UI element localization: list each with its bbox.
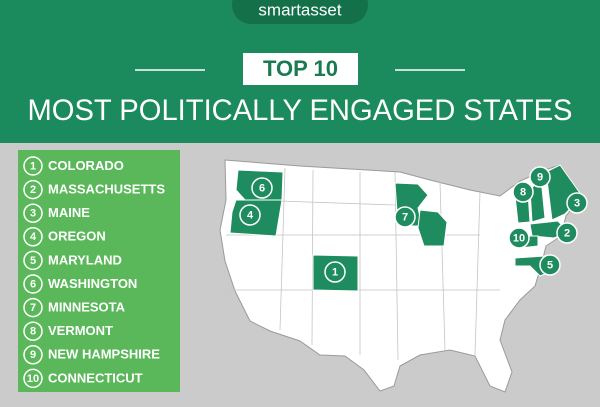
rank: 10 xyxy=(27,373,39,385)
rank-circle xyxy=(23,250,43,271)
map-marker xyxy=(239,204,261,226)
state-name: VERMONT xyxy=(48,323,113,338)
rank-circle xyxy=(23,227,43,247)
map-marker-label: 8 xyxy=(520,186,526,198)
brand-pill xyxy=(232,0,368,24)
map-marker xyxy=(508,227,530,249)
map-marker xyxy=(529,166,551,188)
rank: 8 xyxy=(30,326,36,338)
state-name: MAINE xyxy=(48,205,90,220)
rank-circle xyxy=(23,368,43,389)
state-name: WASHINGTON xyxy=(48,276,137,291)
rank-circle xyxy=(23,179,43,200)
rank-circle xyxy=(23,297,43,318)
rank: 1 xyxy=(30,160,36,172)
state-name: COLORADO xyxy=(48,158,124,173)
badge-box xyxy=(243,53,358,85)
state-name: NEW HAMPSHIRE xyxy=(48,347,160,362)
rank-circle xyxy=(23,345,43,365)
rank: 5 xyxy=(30,255,36,267)
brand: smartasset xyxy=(258,0,341,19)
rank: 6 xyxy=(30,278,36,290)
map-marker xyxy=(556,222,578,244)
rank: 4 xyxy=(30,231,37,243)
map-marker-label: 6 xyxy=(259,182,265,194)
us-outline xyxy=(219,159,583,393)
map-marker-label: 10 xyxy=(513,232,525,244)
map-marker xyxy=(512,181,534,203)
map-marker xyxy=(251,177,273,199)
map-marker xyxy=(566,192,588,214)
map-marker xyxy=(394,206,416,228)
state-name: CONNECTICUT xyxy=(48,370,143,385)
state-name: MINNESOTA xyxy=(48,300,126,315)
badge: TOP 10 xyxy=(263,56,338,81)
map-marker-label: 3 xyxy=(574,197,580,209)
map-marker xyxy=(539,254,561,276)
rank: 2 xyxy=(30,184,36,196)
map-marker-label: 9 xyxy=(537,171,543,183)
rank-circle xyxy=(23,156,43,176)
rank: 7 xyxy=(30,302,36,314)
rank-circle xyxy=(23,321,43,341)
map-marker-label: 2 xyxy=(564,227,570,239)
rank: 9 xyxy=(30,349,36,361)
map-marker-label: 7 xyxy=(402,211,408,223)
title: MOST POLITICALLY ENGAGED STATES xyxy=(28,94,573,127)
state-name: OREGON xyxy=(48,229,106,244)
map-marker-label: 4 xyxy=(247,209,254,221)
list-panel xyxy=(18,150,180,392)
map-marker-label: 1 xyxy=(332,266,338,278)
rank: 3 xyxy=(30,208,36,220)
rank-circle xyxy=(23,274,43,294)
state-name: MASSACHUSETTS xyxy=(48,182,165,197)
map-marker xyxy=(324,261,346,283)
state-name: MARYLAND xyxy=(48,252,122,267)
map-marker-label: 5 xyxy=(547,259,553,271)
rank-circle xyxy=(23,203,43,223)
